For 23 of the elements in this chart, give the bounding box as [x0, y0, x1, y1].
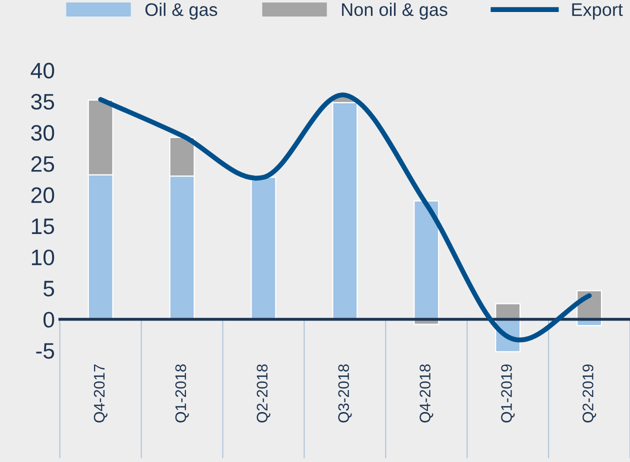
bar	[495, 303, 521, 320]
y-tick-label: 30	[31, 125, 54, 141]
x-tick-label: Q4-2018	[420, 364, 434, 422]
x-tick-label: Q4-2017	[94, 364, 108, 422]
legend-label: Oil & gas	[145, 2, 218, 20]
y-tick-label: 0	[44, 312, 54, 328]
x-tick-label: Q2-2018	[256, 364, 270, 422]
y-tick-label: 20	[31, 187, 54, 204]
x-tick-label: Q3-2018	[338, 364, 352, 422]
y-tick-label: 10	[32, 250, 54, 266]
legend-label: Non oil & gas	[342, 2, 448, 20]
y-tick-label: 15	[32, 218, 54, 234]
x-tick-label: Q2-2019	[582, 364, 596, 422]
y-tick-label: 35	[31, 94, 54, 110]
bar	[414, 200, 440, 320]
y-tick-label: 40	[30, 62, 54, 78]
legend-label: Export	[572, 3, 623, 20]
x-tick-label: Q1-2019	[501, 364, 515, 422]
y-tick-label: -5	[36, 343, 54, 359]
x-tick-label: Q1-2018	[175, 364, 189, 422]
y-tick-label: 25	[31, 156, 54, 172]
y-tick-label: 5	[44, 280, 54, 296]
bar	[250, 176, 276, 320]
